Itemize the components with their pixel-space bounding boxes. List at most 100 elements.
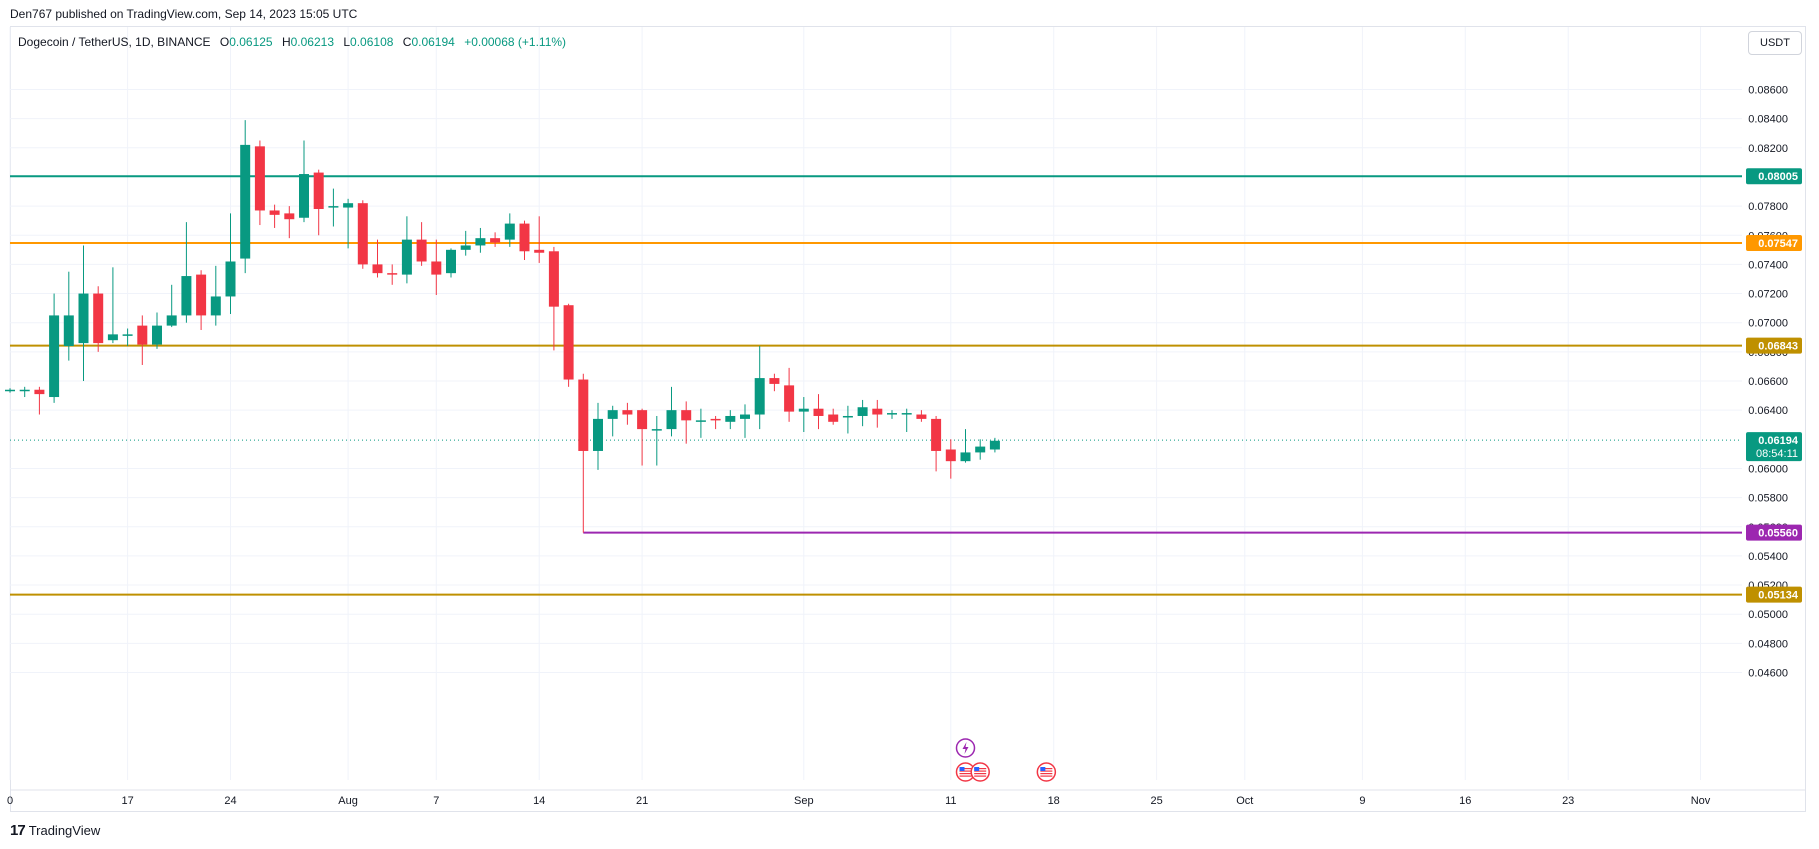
tradingview-footer[interactable]: 17 TradingView — [10, 822, 100, 839]
candle-body — [548, 251, 559, 307]
level-price-label-bg — [1746, 586, 1802, 603]
candle — [475, 227, 486, 253]
flag-stripe — [974, 775, 987, 777]
y-tick-label: 0.07000 — [1748, 318, 1788, 330]
y-tick-label: 0.05000 — [1748, 609, 1788, 621]
candle-body — [372, 264, 383, 274]
candle-body — [181, 276, 192, 316]
candle-body — [78, 293, 89, 344]
x-tick-label: 11 — [945, 795, 956, 807]
candle — [460, 230, 471, 256]
candle-body — [989, 440, 1000, 450]
candle — [284, 206, 295, 239]
candle-body — [152, 325, 162, 345]
candle-body — [431, 261, 442, 275]
event-markers — [955, 738, 1057, 782]
candle-body — [578, 379, 589, 451]
candle — [887, 410, 897, 419]
x-tick-label: 14 — [533, 795, 545, 807]
candle-body — [34, 389, 45, 395]
level-price-label: 0.05560 — [1758, 528, 1798, 540]
candle-body — [593, 418, 603, 451]
us-flag-icon[interactable] — [1036, 762, 1057, 782]
candle-body — [666, 410, 677, 430]
candle-body — [813, 408, 824, 416]
flag-stripe — [974, 773, 987, 775]
x-tick-label: 18 — [1048, 795, 1060, 807]
grid-lines — [9, 27, 1742, 780]
candle — [34, 386, 45, 415]
price-axis: 0.086000.084000.082000.078000.076000.074… — [1748, 85, 1788, 680]
candle — [93, 286, 104, 352]
candle — [548, 246, 559, 351]
candle — [196, 270, 207, 330]
candle-body — [107, 334, 118, 341]
flag-circle — [970, 762, 990, 782]
flag-stripe — [959, 773, 972, 775]
candle — [916, 410, 927, 422]
candle — [446, 248, 456, 278]
flag-circle — [1036, 762, 1057, 782]
candle — [842, 405, 853, 434]
time-axis: 0 17 24 Aug 7 14 21 Sep 11 18 25 Oct 9 16 23 Nov — [7, 789, 1806, 807]
candle-body — [254, 146, 265, 211]
high-value: 0.06213 — [290, 35, 335, 49]
lightning-icon[interactable] — [955, 738, 976, 758]
candle — [313, 169, 324, 236]
candle-body — [534, 249, 545, 253]
candle-body — [284, 213, 295, 220]
horizontal-levels — [10, 175, 1742, 596]
flag-stripe — [959, 775, 972, 777]
candle-body — [519, 223, 530, 252]
candle — [901, 408, 912, 433]
candle — [78, 245, 89, 381]
candle — [490, 232, 501, 247]
candle — [607, 405, 618, 437]
level-price-label-bg — [1746, 234, 1802, 251]
us-flag-icon[interactable] — [970, 762, 990, 782]
candle-body — [945, 449, 956, 462]
candle-body — [651, 429, 662, 431]
candle — [740, 404, 750, 438]
candle-body — [563, 305, 574, 380]
x-tick-label: Nov — [1691, 795, 1711, 807]
candle — [19, 386, 30, 398]
candle-body — [93, 293, 104, 344]
candle-body — [490, 238, 501, 243]
candle-body — [798, 408, 809, 412]
candle-body — [166, 315, 177, 326]
countdown-label: 08:54:11 — [1756, 448, 1798, 460]
y-tick-label: 0.06600 — [1748, 376, 1788, 388]
candle-body — [63, 315, 74, 347]
candle — [960, 429, 971, 463]
x-tick-label: 24 — [224, 795, 236, 807]
change-value: +0.00068 (+1.11%) — [464, 35, 567, 49]
candle-body — [695, 420, 706, 422]
candle-body — [416, 239, 427, 262]
candle — [798, 397, 809, 433]
candle-body — [607, 410, 618, 419]
candle — [107, 267, 118, 344]
y-tick-label: 0.07200 — [1748, 289, 1788, 301]
candle — [754, 346, 765, 430]
y-tick-label: 0.08200 — [1748, 143, 1788, 155]
candle-body — [475, 238, 486, 246]
candle — [637, 408, 648, 466]
candle-body — [49, 315, 60, 398]
flag-stripe — [1040, 775, 1053, 777]
candle — [681, 401, 692, 444]
candle-body — [681, 410, 692, 421]
candle — [343, 198, 354, 249]
candle — [225, 213, 236, 314]
currency-button[interactable]: USDT — [1748, 31, 1802, 55]
level-price-label-bg — [1746, 337, 1802, 354]
candle-body — [460, 245, 471, 250]
x-tick-label: 21 — [636, 795, 648, 807]
y-tick-label: 0.07400 — [1748, 259, 1788, 271]
candle — [857, 399, 868, 427]
candle-body — [622, 410, 633, 415]
candle — [401, 216, 412, 284]
x-tick-label: 16 — [1459, 795, 1471, 807]
candle-body — [901, 413, 912, 415]
